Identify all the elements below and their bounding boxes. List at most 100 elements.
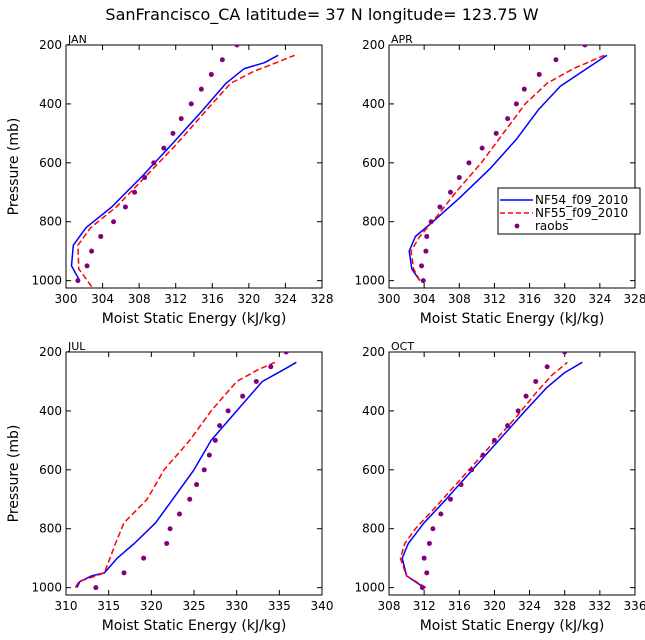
x-tick-label: 308 (378, 599, 401, 613)
y-tick-label: 200 (39, 345, 62, 359)
x-tick-label: 325 (183, 599, 206, 613)
x-tick-label: 312 (483, 292, 506, 306)
x-axis-label: Moist Static Energy (kJ/kg) (420, 311, 605, 327)
raob-point (544, 364, 550, 370)
raob-point (456, 175, 462, 181)
raob-point (206, 452, 212, 458)
y-tick-label: 600 (39, 156, 62, 170)
raob-point (225, 408, 231, 414)
raob-point (194, 482, 200, 488)
raob-point (419, 263, 425, 269)
y-tick-label: 200 (362, 38, 385, 52)
y-tick-label: 800 (362, 215, 385, 229)
x-tick-label: 308 (128, 292, 151, 306)
raob-point (621, 28, 626, 33)
x-tick-label: 316 (518, 292, 541, 306)
raob-point (426, 540, 432, 546)
series-line-nf54-f09-2010 (70, 54, 279, 281)
raob-point (198, 86, 204, 92)
raob-point (469, 467, 475, 473)
y-tick-label: 600 (362, 463, 385, 477)
raob-point (430, 526, 436, 532)
raob-point (151, 160, 157, 166)
y-tick-label: 400 (362, 97, 385, 111)
legend: NF54_f09_2010 NF55_f09_2010 raobs (497, 187, 641, 235)
x-tick-label: 324 (518, 599, 541, 613)
x-tick-label: 320 (237, 292, 260, 306)
raob-point (480, 452, 486, 458)
raob-point (536, 71, 542, 77)
raob-point (176, 511, 182, 517)
raob-point (142, 175, 148, 181)
x-tick-label: 335 (268, 599, 291, 613)
x-axis-label: Moist Static Energy (kJ/kg) (420, 618, 605, 634)
x-tick-label: 312 (413, 599, 436, 613)
x-axis-label: Moist Static Energy (kJ/kg) (102, 311, 287, 327)
x-tick-label: 310 (55, 599, 78, 613)
raob-point (424, 570, 430, 576)
y-tick-label: 600 (362, 156, 385, 170)
raob-point (448, 496, 453, 502)
raob-point (479, 145, 485, 151)
raob-point (170, 130, 176, 136)
series-line-nf55-f09-2010 (77, 54, 295, 287)
raob-point (121, 570, 127, 576)
x-tick-label: 328 (311, 292, 334, 306)
panel-jan: 300 304 308 312 316 320 324 328 200 400 600 800 1000… (6, 33, 334, 327)
raob-point (298, 335, 303, 340)
raob-point (458, 482, 464, 488)
raob-point (533, 378, 539, 384)
legend-label-nf54: NF54_f09_2010 (535, 193, 628, 207)
raob-point (132, 189, 138, 195)
raob-point (423, 248, 429, 254)
y-tick-label: 400 (39, 404, 62, 418)
raob-point (178, 116, 184, 122)
raob-point (428, 219, 434, 225)
x-axis-label: Moist Static Energy (kJ/kg) (102, 618, 287, 634)
raob-point (582, 45, 588, 48)
y-tick-label: 600 (39, 463, 62, 477)
series-line-nf55-f09-2010 (410, 54, 605, 281)
raob-point (212, 437, 218, 443)
x-tick-label: 340 (311, 599, 334, 613)
x-tick-label: 300 (378, 292, 401, 306)
x-tick-label: 304 (91, 292, 114, 306)
series-line-nf55-f09-2010 (74, 361, 276, 588)
series-line-nf54-f09-2010 (76, 361, 297, 588)
panel-label-oct: OCT (391, 340, 414, 353)
x-tick-label: 332 (588, 599, 611, 613)
x-tick-label: 324 (588, 292, 611, 306)
raob-point (419, 585, 425, 591)
raob-point (188, 101, 194, 107)
raob-point (84, 263, 90, 269)
panel-label-apr: APR (391, 33, 413, 46)
raob-point (161, 145, 167, 151)
legend-label-nf55: NF55_f09_2010 (535, 206, 628, 220)
plot-frame-apr (388, 44, 636, 289)
raob-point (448, 189, 453, 195)
raob-point (438, 511, 444, 517)
series-group-oct (399, 352, 583, 591)
raob-point (98, 233, 104, 239)
panel-apr: 300 304 308 312 316 320 324 328 200 400 600 800 1000… (354, 28, 645, 327)
raob-point (219, 57, 225, 63)
y-tick-label: 800 (39, 215, 62, 229)
raob-point (111, 219, 117, 225)
x-tick-label: 315 (97, 599, 120, 613)
raob-point (513, 101, 519, 107)
raob-point (515, 408, 521, 414)
x-tick-label: 300 (55, 292, 78, 306)
x-tick-label: 320 (553, 292, 576, 306)
y-axis-label: Pressure (mb) (6, 118, 22, 216)
y-axis-label: Pressure (mb) (6, 425, 22, 523)
x-tick-label: 320 (140, 599, 163, 613)
raob-point (505, 116, 511, 122)
x-tick-label: 304 (413, 292, 436, 306)
plot-frame-jan (65, 44, 323, 289)
raob-point (122, 204, 128, 210)
series-group-jan (70, 45, 295, 287)
raob-point (505, 423, 511, 429)
legend-swatch-raobs (514, 223, 520, 229)
x-tick-label: 316 (201, 292, 224, 306)
